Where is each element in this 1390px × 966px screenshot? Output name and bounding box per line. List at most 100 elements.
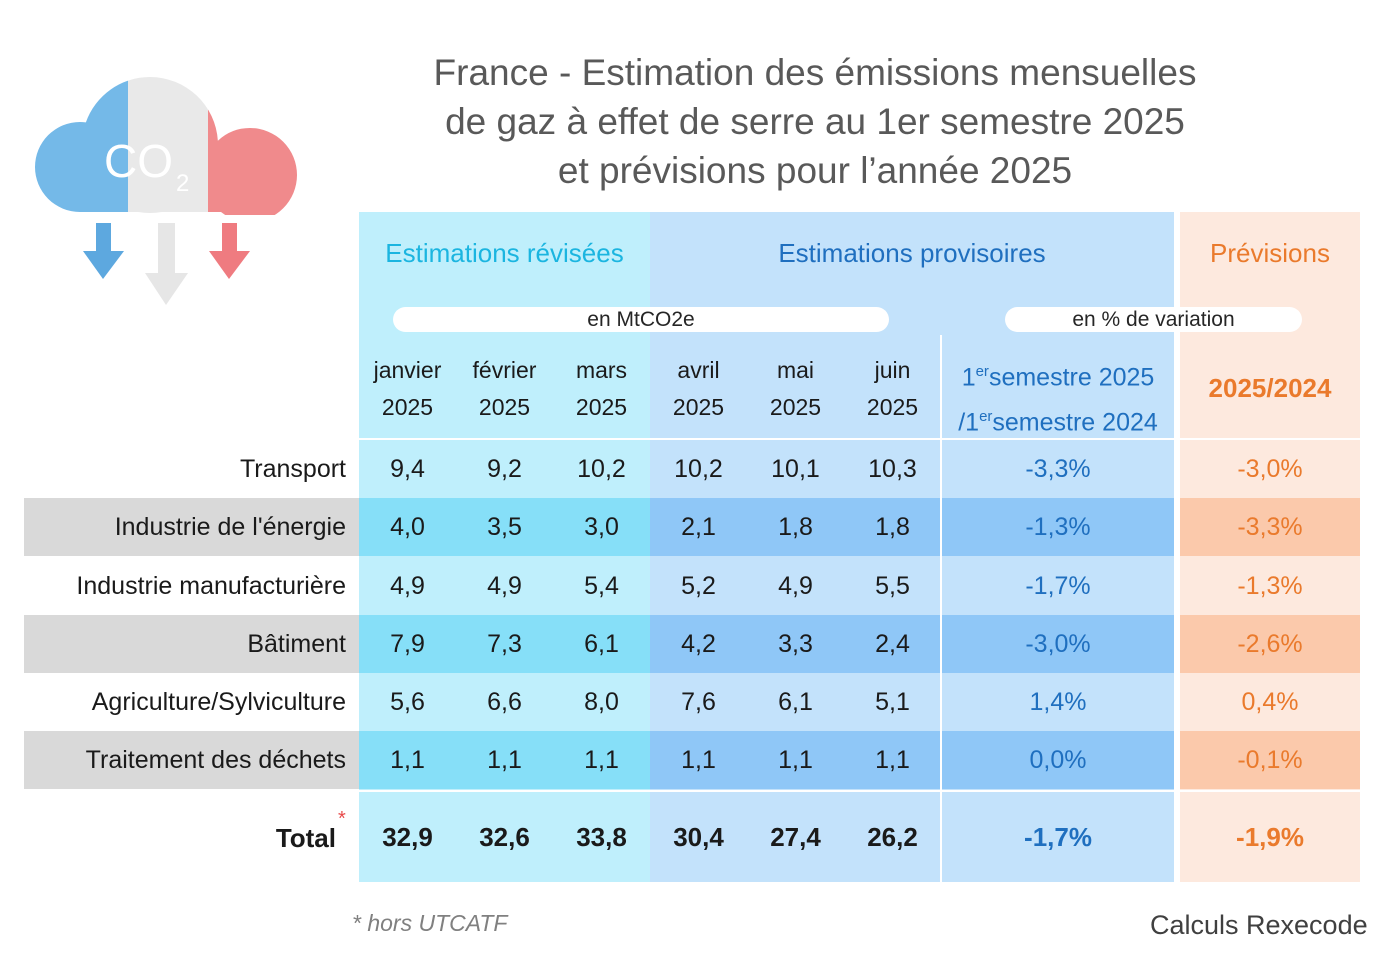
arrow-down-icon — [209, 223, 250, 279]
month-year: 2025 — [866, 394, 919, 420]
data-cell: 3,3 — [778, 630, 813, 658]
data-cell: 1,1 — [681, 746, 716, 774]
row-label: Bâtiment — [247, 630, 346, 658]
co2-cloud-logo: CO 2 — [35, 77, 297, 305]
data-cell: 1,1 — [390, 746, 425, 774]
data-cell: 7,6 — [681, 688, 716, 716]
group-header-forecast: Prévisions — [1210, 238, 1330, 268]
semester-line-1: 1ersemestre 2025 — [961, 363, 1155, 392]
row-label: Agriculture/Sylviculture — [91, 688, 346, 716]
total-separator — [359, 790, 1360, 792]
row-label: Industrie manufacturière — [76, 572, 346, 600]
column-header-month: février 2025 — [456, 352, 553, 426]
month-name: avril — [677, 357, 720, 383]
shaded-row-provisional-bg — [650, 615, 1174, 673]
semester-change-cell: -1,7% — [1025, 572, 1091, 600]
data-cell: 4,9 — [487, 572, 522, 600]
shaded-row-provisional-bg — [650, 731, 1174, 789]
data-cell: 10,2 — [674, 455, 723, 483]
footnote: * hors UTCATF — [352, 910, 508, 936]
data-cell: 8,0 — [584, 688, 619, 716]
month-name: février — [472, 357, 537, 383]
group-header-revised: Estimations révisées — [385, 238, 624, 268]
data-cell: 9,4 — [390, 455, 425, 483]
title-line-1: France - Estimation des émissions mensue… — [433, 52, 1197, 93]
month-year: 2025 — [672, 394, 725, 420]
total-cell: 33,8 — [576, 822, 627, 852]
data-cell: 1,1 — [875, 746, 910, 774]
column-header-month: janvier 2025 — [359, 352, 456, 426]
semester-change-cell: -1,3% — [1025, 513, 1091, 541]
data-cell: 5,1 — [875, 688, 910, 716]
data-cell: 1,1 — [778, 746, 813, 774]
total-cell: 32,9 — [382, 822, 433, 852]
semester-column-separator — [940, 335, 942, 882]
data-cell: 10,1 — [771, 455, 820, 483]
forecast-cell: -3,3% — [1237, 513, 1303, 541]
column-header-month: mars 2025 — [553, 352, 650, 426]
semester-change-cell: 0,0% — [1029, 746, 1087, 774]
data-cell: 5,6 — [390, 688, 425, 716]
logo-co2-text: CO — [104, 135, 173, 187]
shaded-row-forecast-bg — [1180, 498, 1360, 556]
column-header-month: avril 2025 — [650, 352, 747, 426]
unit-pill-variation: en % de variation — [1005, 307, 1302, 332]
total-cell: 26,2 — [867, 822, 918, 852]
shaded-row-label-bg — [24, 498, 359, 556]
cloud-red-band — [208, 77, 297, 215]
data-cell: 1,8 — [778, 513, 813, 541]
data-cell: 9,2 — [487, 455, 522, 483]
shaded-row-label-bg — [24, 731, 359, 789]
data-cell: 4,2 — [681, 630, 716, 658]
semester-line-2: /1ersemestre 2024 — [958, 408, 1158, 437]
row-label: Transport — [239, 455, 346, 483]
total-cell: 27,4 — [770, 822, 821, 852]
page-title: France - Estimation des émissions mensue… — [380, 48, 1250, 195]
forecast-cell: -0,1% — [1237, 746, 1303, 774]
total-forecast-cell: -1,9% — [1236, 822, 1304, 852]
column-header-month: mai 2025 — [747, 352, 844, 426]
semester-change-cell: -3,3% — [1025, 455, 1091, 483]
total-cell: 30,4 — [673, 822, 724, 852]
semester-change-cell: 1,4% — [1029, 688, 1087, 716]
column-header-month: juin 2025 — [844, 352, 941, 426]
data-cell: 7,3 — [487, 630, 522, 658]
data-cell: 10,2 — [577, 455, 626, 483]
shaded-row-revised-bg — [359, 615, 650, 673]
data-cell: 10,3 — [868, 455, 917, 483]
month-year: 2025 — [478, 394, 531, 420]
unit-pill-level: en MtCO2e — [393, 307, 889, 332]
total-semester-change-cell: -1,7% — [1024, 822, 1092, 852]
source-credit: Calculs Rexecode — [1150, 910, 1368, 940]
data-cell: 4,0 — [390, 513, 425, 541]
data-cell: 4,9 — [390, 572, 425, 600]
shaded-row-provisional-bg — [650, 498, 1174, 556]
data-cell: 1,1 — [584, 746, 619, 774]
arrow-down-icon — [145, 223, 188, 305]
title-line-3: et prévisions pour l’année 2025 — [557, 150, 1073, 191]
data-cell: 6,1 — [584, 630, 619, 658]
forecast-cell: -3,0% — [1237, 455, 1303, 483]
data-cell: 1,8 — [875, 513, 910, 541]
column-header-forecast: 2025/2024 — [1208, 373, 1332, 403]
month-name: juin — [874, 357, 911, 383]
cloud-white-band — [128, 77, 208, 215]
month-name: mars — [575, 357, 628, 383]
data-cell: 6,6 — [487, 688, 522, 716]
data-cell: 5,5 — [875, 572, 910, 600]
shaded-row-forecast-bg — [1180, 731, 1360, 789]
column-header-semester: 1ersemestre 2025 /1ersemestre 2024 — [942, 352, 1174, 443]
total-cell: 32,6 — [479, 822, 530, 852]
header-separator — [359, 438, 1360, 440]
data-cell: 7,9 — [390, 630, 425, 658]
title-line-2: de gaz à effet de serre au 1er semestre … — [445, 101, 1185, 142]
shaded-row-revised-bg — [359, 498, 650, 556]
row-label: Traitement des déchets — [85, 746, 346, 774]
data-cell: 3,5 — [487, 513, 522, 541]
month-name: janvier — [373, 357, 442, 383]
month-name: mai — [776, 357, 815, 383]
month-year: 2025 — [575, 394, 628, 420]
total-row-label: Total — [275, 823, 336, 853]
arrow-down-icon — [83, 223, 124, 279]
shaded-row-forecast-bg — [1180, 615, 1360, 673]
